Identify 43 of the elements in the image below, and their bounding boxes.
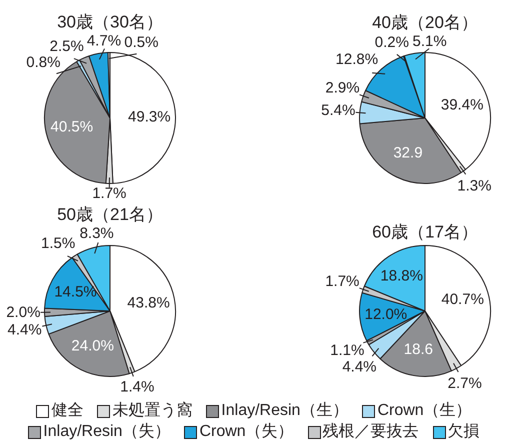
data-label: 32.9 (393, 144, 423, 162)
data-label: 1.3% (457, 178, 492, 195)
legend-label: Crown（生） (377, 401, 472, 421)
legend-label: Inlay/Resin（生） (221, 401, 348, 421)
data-label: 1.4% (120, 378, 154, 396)
data-label: 1.7% (325, 273, 360, 290)
legend-label: 未処置う窩 (112, 401, 192, 421)
legend-label: 健全 (51, 401, 84, 421)
data-label: 0.8% (26, 54, 60, 71)
data-label: 1.7% (92, 184, 126, 202)
chart-title: 30歳（30名） (57, 12, 163, 32)
data-label: 1.5% (41, 235, 76, 252)
legend-label: 欠損 (448, 422, 480, 442)
data-label: 5.4% (321, 102, 356, 120)
data-label: 2.7% (448, 374, 482, 392)
data-label: 14.5% (54, 283, 97, 300)
chart-title: 50歳（21名） (57, 205, 163, 224)
data-label: 8.3% (80, 224, 114, 242)
data-label: 12.8% (336, 51, 378, 68)
data-label: 4.4% (8, 321, 42, 338)
legend-label: Crown（失） (199, 422, 294, 442)
data-label: 12.0% (364, 306, 408, 323)
data-label: 18.6 (404, 340, 433, 358)
data-label: 40.5% (50, 118, 94, 136)
legend-label: 残根／要抜去 (322, 422, 419, 442)
data-label: 40.7% (441, 290, 484, 308)
data-label: 43.8% (127, 294, 170, 312)
data-label: 1.1% (330, 342, 364, 360)
data-label: 4.4% (342, 358, 377, 376)
chart-title: 60歳（17名） (372, 222, 478, 242)
data-label: 2.9% (325, 80, 360, 97)
data-label: 39.4% (440, 96, 484, 114)
data-label: 2.0% (6, 304, 40, 321)
data-label: 24.0% (71, 337, 114, 354)
data-label: 18.8% (380, 267, 423, 284)
data-label: 49.3% (128, 108, 171, 126)
legend-label: Inlay/Resin（失） (43, 422, 170, 442)
data-label: 2.5% (50, 38, 84, 55)
chart-title: 40歳（20名） (372, 12, 478, 32)
data-label: 5.1% (412, 32, 447, 50)
data-label: 0.5% (124, 34, 158, 51)
data-label: 0.2% (374, 34, 409, 52)
data-label: 4.7% (86, 32, 122, 50)
